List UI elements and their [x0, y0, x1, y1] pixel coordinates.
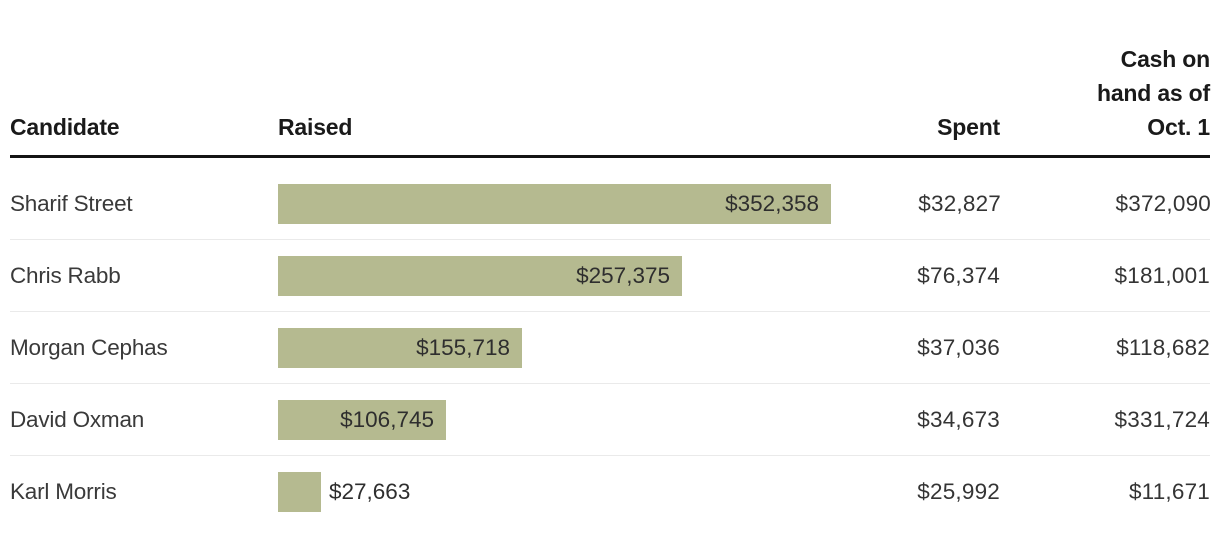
- candidate-name: David Oxman: [10, 406, 145, 432]
- raised-bar-cell: $352,358: [278, 183, 831, 224]
- cash-on-hand-value: $118,682: [1116, 334, 1210, 360]
- table-header-row: Candidate Raised Spent Cash on hand as o…: [10, 0, 1210, 158]
- column-header-cash-on-hand: Cash on hand as of Oct. 1: [1096, 46, 1210, 140]
- spent-value: $76,374: [917, 262, 1000, 288]
- column-header-spent: Spent: [937, 114, 1000, 140]
- column-header-raised: Raised: [278, 114, 353, 140]
- cash-on-hand-value: $11,671: [1128, 479, 1210, 504]
- candidate-name: Morgan Cephas: [10, 334, 168, 360]
- raised-bar: [278, 472, 321, 512]
- raised-bar: $352,358: [278, 183, 831, 224]
- raised-bar-cell: $106,745: [278, 399, 830, 440]
- cash-on-hand-value: $331,724: [1114, 406, 1210, 432]
- raised-bar-cell: $257,375: [278, 255, 830, 296]
- raised-bar: $106,745: [278, 399, 446, 440]
- raised-bar: $155,718: [278, 327, 522, 368]
- raised-bar-cell: $155,718: [278, 327, 830, 368]
- candidate-name: Sharif Street: [10, 190, 133, 216]
- table-row: Karl Morris $27,663 $25,992 $11,671: [10, 456, 1210, 528]
- spent-value: $25,992: [917, 479, 1000, 504]
- spent-value: $32,827: [918, 190, 1001, 216]
- table-body: Sharif Street $352,358 $32,827 $372,090 …: [10, 168, 1211, 528]
- raised-value-label: $352,358: [725, 190, 819, 216]
- candidate-name: Chris Rabb: [10, 262, 121, 288]
- table-row: Morgan Cephas $155,718 $37,036 $118,682: [10, 312, 1210, 384]
- candidate-name: Karl Morris: [10, 479, 117, 504]
- table-row: Sharif Street $352,358 $32,827 $372,090: [10, 168, 1211, 240]
- raised-value-label: $27,663: [329, 479, 411, 504]
- spent-value: $34,673: [917, 406, 1000, 432]
- raised-bar: $257,375: [278, 255, 682, 296]
- raised-bar-cell: $27,663: [278, 472, 830, 512]
- column-header-candidate: Candidate: [10, 114, 120, 140]
- raised-value-label: $155,718: [416, 334, 510, 360]
- raised-value-label: $106,745: [340, 406, 434, 432]
- cash-on-hand-value: $181,001: [1114, 262, 1210, 288]
- table-row: David Oxman $106,745 $34,673 $331,724: [10, 384, 1210, 456]
- cash-on-hand-value: $372,090: [1115, 190, 1211, 216]
- raised-value-label: $257,375: [576, 262, 670, 288]
- table-row: Chris Rabb $257,375 $76,374 $181,001: [10, 240, 1210, 312]
- spent-value: $37,036: [917, 334, 1000, 360]
